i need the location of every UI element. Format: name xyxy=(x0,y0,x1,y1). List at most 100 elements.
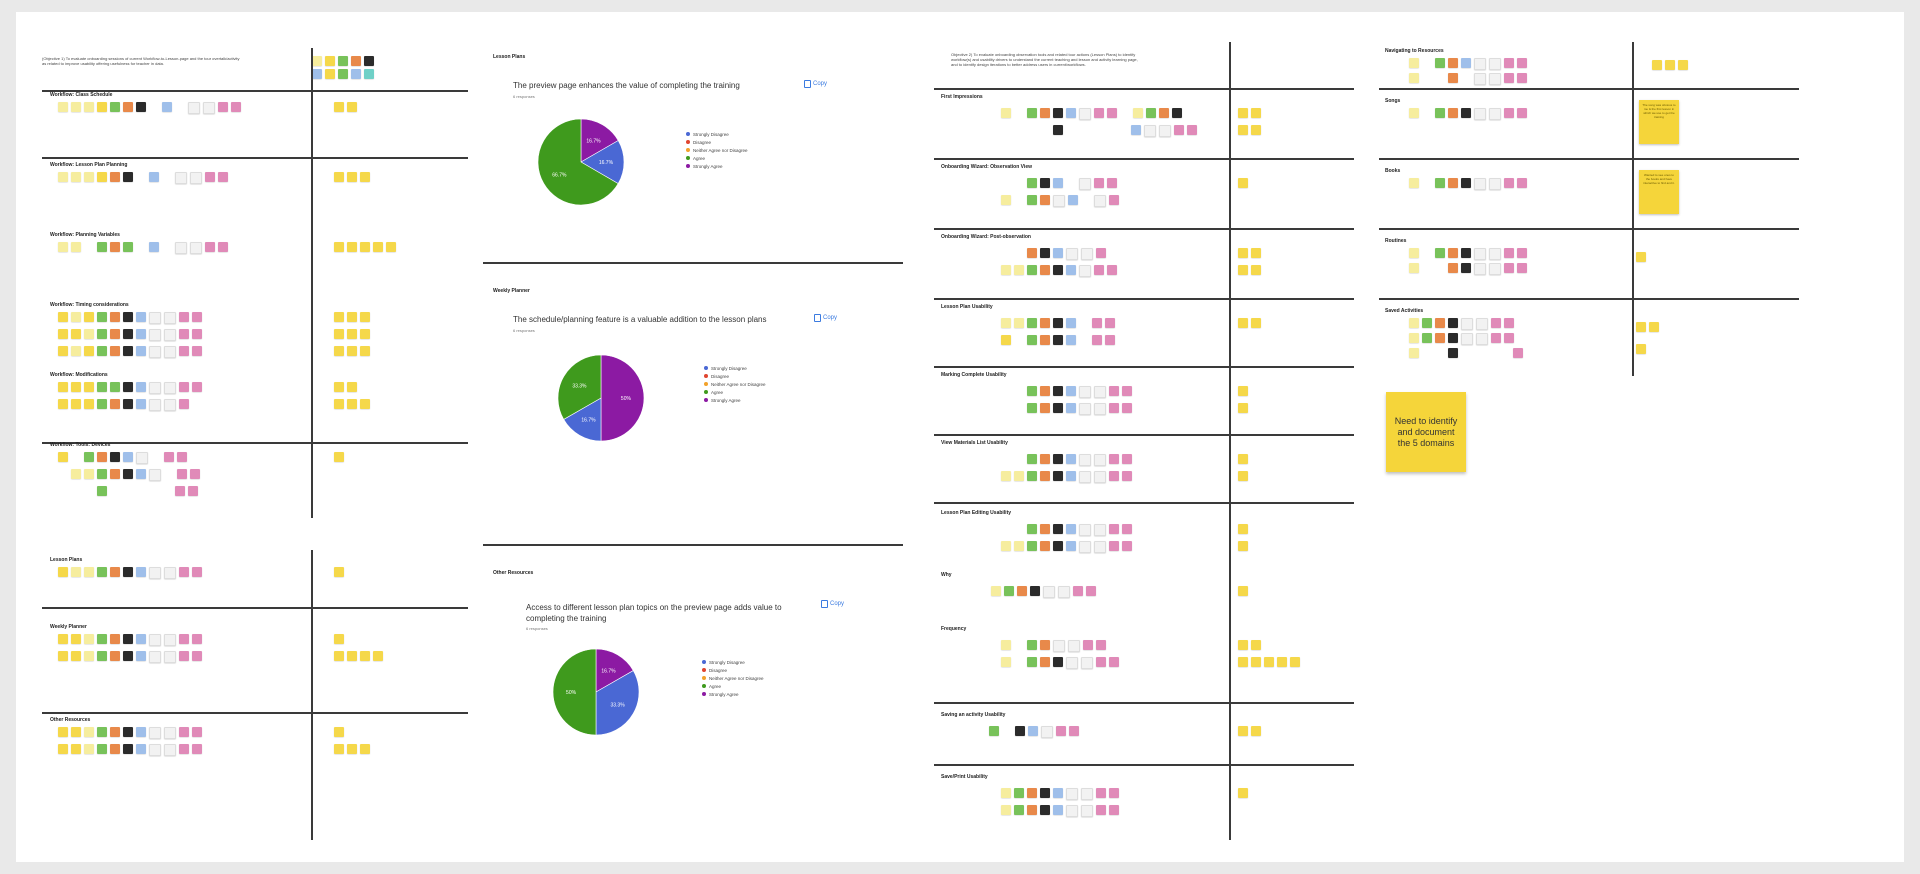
sticky-note[interactable] xyxy=(360,651,370,661)
sticky-note[interactable] xyxy=(110,744,120,754)
sticky-note[interactable] xyxy=(1517,73,1527,83)
sticky-note[interactable] xyxy=(84,329,94,339)
sticky-note[interactable] xyxy=(1014,471,1024,481)
sticky-note[interactable] xyxy=(58,651,68,661)
sticky-note[interactable] xyxy=(1053,403,1063,413)
sticky-note[interactable] xyxy=(123,382,133,392)
sticky-note[interactable] xyxy=(1014,788,1024,798)
sticky-note[interactable] xyxy=(136,452,148,464)
sticky-note[interactable] xyxy=(1476,318,1488,330)
sticky-note[interactable] xyxy=(1079,454,1091,466)
sticky-note[interactable] xyxy=(123,727,133,737)
sticky-note[interactable] xyxy=(1027,541,1037,551)
sticky-note[interactable] xyxy=(1435,248,1445,258)
sticky-note[interactable] xyxy=(1435,178,1445,188)
sticky-note[interactable] xyxy=(1238,471,1248,481)
sticky-note[interactable] xyxy=(1409,263,1419,273)
sticky-note[interactable] xyxy=(71,567,81,577)
sticky-note[interactable] xyxy=(1001,195,1011,205)
sticky-note[interactable] xyxy=(1504,73,1514,83)
sticky-note[interactable] xyxy=(84,452,94,462)
sticky-note[interactable] xyxy=(1461,263,1471,273)
sticky-note[interactable] xyxy=(1040,788,1050,798)
sticky-note[interactable] xyxy=(1079,524,1091,536)
sticky-note[interactable] xyxy=(58,727,68,737)
sticky-note[interactable] xyxy=(110,567,120,577)
sticky-note[interactable] xyxy=(123,634,133,644)
sticky-note[interactable] xyxy=(1004,586,1014,596)
sticky-note[interactable] xyxy=(1489,58,1501,70)
sticky-note[interactable] xyxy=(1109,386,1119,396)
sticky-note[interactable] xyxy=(1001,657,1011,667)
sticky-note[interactable] xyxy=(1081,805,1093,817)
sticky-note[interactable] xyxy=(149,382,161,394)
sticky-note[interactable] xyxy=(1489,108,1501,120)
sticky-note[interactable] xyxy=(97,651,107,661)
sticky-note[interactable] xyxy=(1096,248,1106,258)
sticky-note[interactable] xyxy=(1027,640,1037,650)
sticky-note[interactable] xyxy=(1435,318,1445,328)
sticky-note[interactable] xyxy=(71,651,81,661)
sticky-note[interactable] xyxy=(175,172,187,184)
sticky-note[interactable] xyxy=(347,744,357,754)
sticky-note[interactable] xyxy=(97,567,107,577)
sticky-note[interactable] xyxy=(360,172,370,182)
sticky-note[interactable] xyxy=(205,242,215,252)
sticky-note[interactable] xyxy=(97,452,107,462)
sticky-note[interactable] xyxy=(1066,386,1076,396)
sticky-note[interactable] xyxy=(1409,333,1419,343)
sticky-note[interactable] xyxy=(1014,265,1024,275)
sticky-note[interactable] xyxy=(179,567,189,577)
sticky-note[interactable] xyxy=(1053,788,1063,798)
sticky-note[interactable] xyxy=(1015,726,1025,736)
sticky-note[interactable] xyxy=(1122,541,1132,551)
sticky-note[interactable] xyxy=(1079,403,1091,415)
sticky-note[interactable] xyxy=(347,651,357,661)
sticky-note[interactable] xyxy=(149,567,161,579)
sticky-note[interactable] xyxy=(1517,263,1527,273)
sticky-note[interactable] xyxy=(71,382,81,392)
sticky-note[interactable] xyxy=(1001,471,1011,481)
sticky-note[interactable] xyxy=(1040,541,1050,551)
sticky-note[interactable] xyxy=(110,727,120,737)
sticky-note[interactable] xyxy=(1001,640,1011,650)
sticky-note[interactable] xyxy=(1001,805,1011,815)
sticky-note[interactable] xyxy=(175,242,187,254)
sticky-note[interactable] xyxy=(1109,471,1119,481)
sticky-note[interactable] xyxy=(1109,805,1119,815)
sticky-note[interactable] xyxy=(1474,248,1486,260)
sticky-note[interactable] xyxy=(1172,108,1182,118)
sticky-note[interactable] xyxy=(1043,586,1055,598)
sticky-note[interactable] xyxy=(84,312,94,322)
sticky-note[interactable] xyxy=(1094,403,1106,415)
sticky-note[interactable] xyxy=(334,452,344,462)
sticky-note[interactable] xyxy=(1277,657,1287,667)
sticky-note[interactable] xyxy=(1040,524,1050,534)
sticky-note[interactable] xyxy=(1290,657,1300,667)
sticky-note[interactable] xyxy=(1238,403,1248,413)
sticky-note[interactable] xyxy=(164,452,174,462)
sticky-note[interactable] xyxy=(190,469,200,479)
sticky-note[interactable] xyxy=(334,634,344,644)
sticky-note[interactable] xyxy=(136,651,146,661)
sticky-note[interactable] xyxy=(1040,318,1050,328)
sticky-note[interactable] xyxy=(84,172,94,182)
sticky-note[interactable] xyxy=(1027,386,1037,396)
sticky-note[interactable] xyxy=(179,634,189,644)
sticky-note[interactable] xyxy=(149,329,161,341)
sticky-note[interactable] xyxy=(1040,195,1050,205)
sticky-note[interactable] xyxy=(1107,108,1117,118)
sticky-note[interactable] xyxy=(136,399,146,409)
sticky-note[interactable] xyxy=(1081,248,1093,260)
sticky-note[interactable] xyxy=(1001,788,1011,798)
sticky-note[interactable] xyxy=(1435,333,1445,343)
sticky-note[interactable] xyxy=(1461,58,1471,68)
sticky-note[interactable] xyxy=(386,242,396,252)
sticky-note[interactable] xyxy=(1081,788,1093,800)
sticky-note[interactable] xyxy=(1041,726,1053,738)
sticky-note[interactable] xyxy=(1094,471,1106,483)
sticky-note[interactable] xyxy=(1251,265,1261,275)
sticky-note[interactable] xyxy=(190,242,202,254)
sticky-note[interactable] xyxy=(1122,403,1132,413)
sticky-note[interactable] xyxy=(1096,640,1106,650)
